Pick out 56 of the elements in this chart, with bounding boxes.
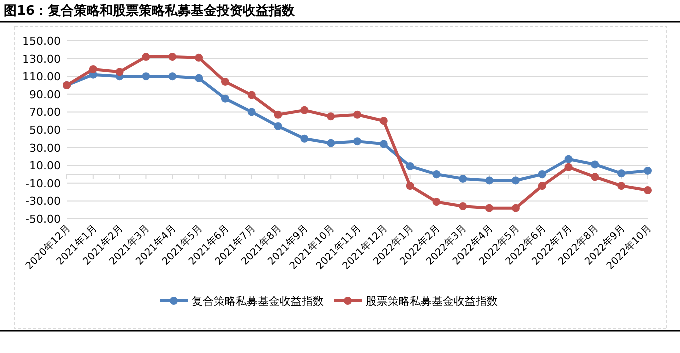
point [459,202,468,211]
point [591,160,600,169]
chart-title: 图16：复合策略和股票策略私募基金投资收益指数 [4,3,296,19]
point [406,162,414,170]
y-tick-label: 110.00 [22,70,61,84]
y-tick-label: -30.00 [26,195,61,208]
legend-label: 股票策略私募基金收益指数 [366,295,498,308]
point [564,163,573,172]
point [406,182,414,190]
point [618,170,626,178]
point [221,78,230,86]
point [432,170,441,178]
point [644,186,652,195]
point [195,54,204,62]
point [380,117,388,126]
point [354,110,362,119]
point [274,110,282,119]
y-tick-label: 150.00 [22,35,61,48]
y-tick-label: 70.00 [30,106,61,120]
point [538,182,546,190]
point [142,53,150,62]
y-tick-label: 30.00 [30,142,61,155]
point [459,174,468,183]
point [432,198,441,206]
point [618,182,626,190]
point [380,140,388,148]
y-tick-label: 90.00 [30,88,61,102]
point [89,65,98,74]
point [564,155,573,164]
point [354,138,362,146]
point [512,176,520,185]
point [142,72,150,81]
point [486,176,494,185]
point [168,53,177,62]
point [221,94,230,103]
y-tick-label: 130.00 [22,52,61,66]
point [327,139,336,148]
point [168,72,177,81]
point [538,170,546,178]
point [274,122,282,130]
y-tick-label: 10.00 [30,160,61,173]
point [486,204,494,212]
point [248,108,256,116]
y-tick-label: -10.00 [26,177,61,190]
point [300,134,309,143]
legend-label: 复合策略私募基金收益指数 [192,295,324,308]
point [195,74,204,82]
point [116,68,124,76]
point [644,166,652,175]
point [512,204,520,212]
point [300,106,309,114]
y-tick-label: 50.00 [30,124,61,137]
point [327,112,336,121]
y-tick-label: -50.00 [26,213,61,226]
point [248,91,256,100]
point [591,173,600,182]
